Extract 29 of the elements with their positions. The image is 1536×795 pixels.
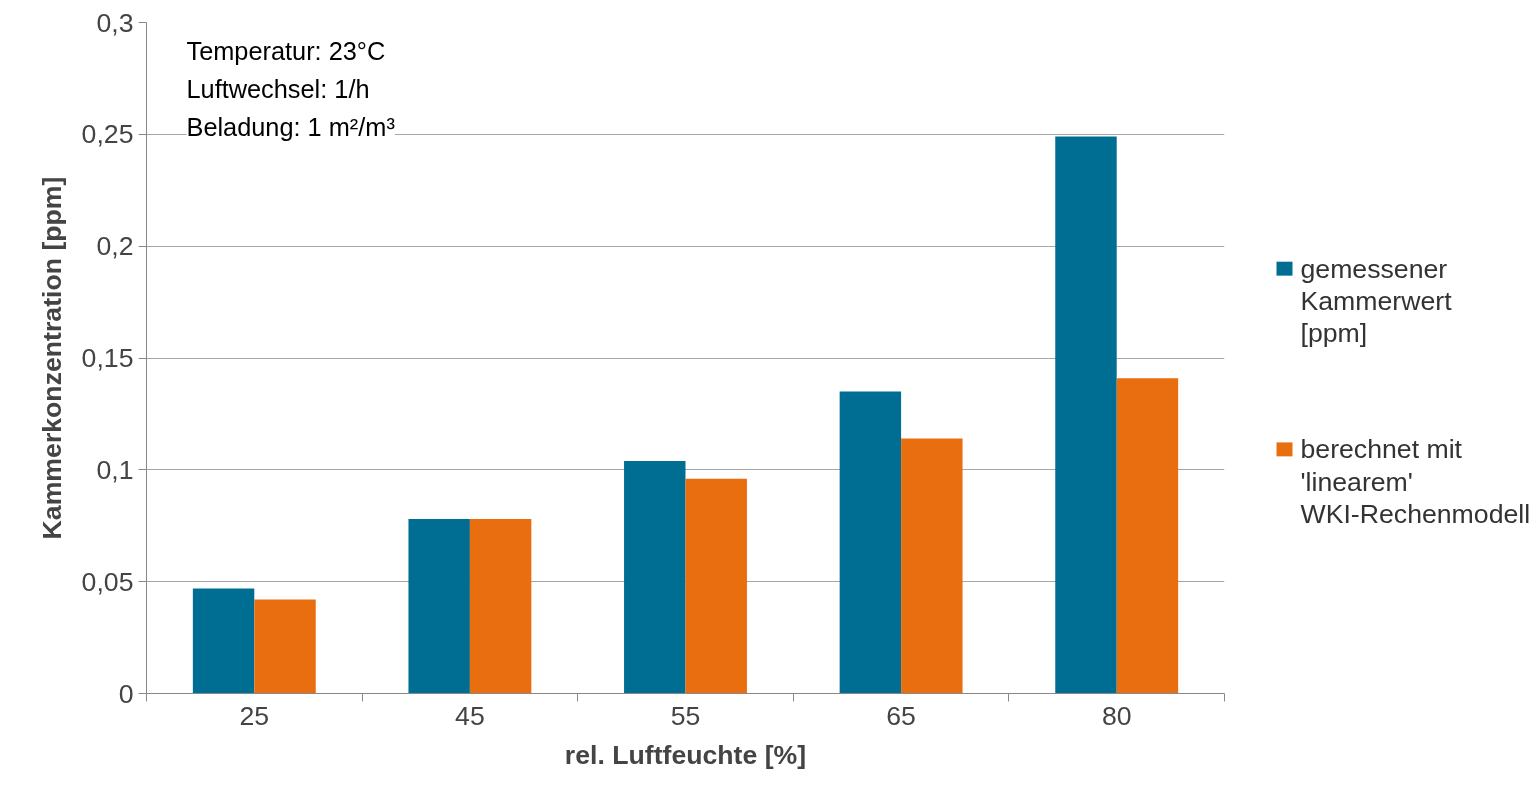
y-tick-label: 0,1 (96, 454, 134, 485)
bar (1055, 136, 1117, 694)
x-tick-label: 45 (455, 700, 485, 731)
y-tick-label: 0,3 (96, 7, 134, 38)
bar (254, 599, 316, 694)
bar (624, 460, 686, 694)
bar (901, 438, 963, 694)
bar (469, 519, 532, 694)
x-tick-label: 25 (239, 700, 270, 731)
y-tick-label: 0,05 (81, 566, 134, 597)
x-tick-label: 55 (670, 700, 701, 731)
x-tick-label: 65 (886, 700, 916, 731)
bar (192, 588, 255, 694)
bar (685, 478, 747, 694)
annotation: Luftwechsel: 1/h (186, 74, 370, 103)
annotation: Temperatur: 23°C (186, 36, 386, 65)
annotation: Beladung: 1 m²/m³ (186, 112, 395, 141)
y-tick-label: 0 (118, 678, 134, 709)
bar (1116, 378, 1179, 694)
y-tick-label: 0,15 (81, 343, 134, 373)
bar (839, 391, 902, 694)
bar (408, 519, 470, 694)
x-tick-label: 80 (1101, 700, 1132, 731)
y-tick-label: 0,2 (96, 231, 134, 262)
x-axis-title: rel. Luftfeuchte [%] (564, 739, 807, 770)
legend-label: gemessener Kammerwert [ppm] (1300, 253, 1453, 349)
y-axis-title: Kammerkonzentration [ppm] (36, 176, 67, 540)
legend-label: berechnet mit 'linearem' WKI-Rechenmodell (1300, 434, 1531, 529)
y-tick-label: 0,25 (81, 119, 134, 150)
